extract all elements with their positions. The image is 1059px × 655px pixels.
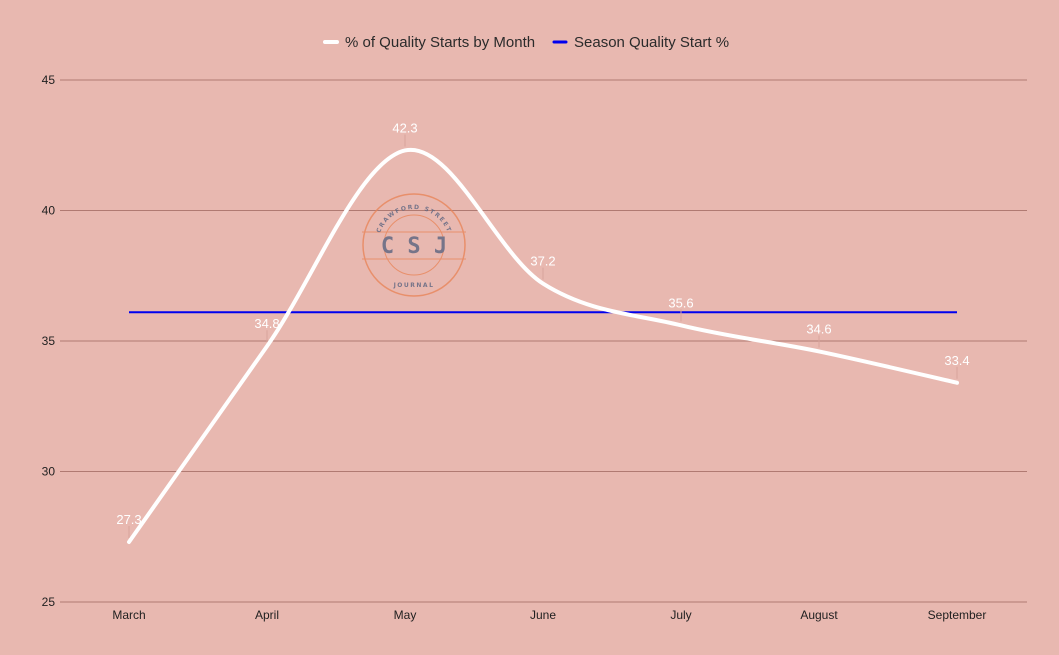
y-tick-label-40: 40 <box>42 204 56 218</box>
data-label-june: 37.2 <box>530 254 555 269</box>
watermark-initials: C S J <box>381 234 447 259</box>
legend-label-monthly: % of Quality Starts by Month <box>345 34 535 51</box>
legend: % of Quality Starts by Month Season Qual… <box>323 34 729 51</box>
legend-item-monthly[interactable]: % of Quality Starts by Month <box>323 34 535 51</box>
x-tick-label-april: April <box>255 608 279 622</box>
data-label-may: 42.3 <box>392 120 417 135</box>
x-tick-label-may: May <box>394 608 417 622</box>
csj-watermark-logo: CRAWFORD STREET C S J JOURNAL <box>362 193 466 297</box>
data-label-march: 27.3 <box>116 512 141 527</box>
x-tick-label-july: July <box>670 608 691 622</box>
y-axis-ticks: 25 30 35 40 45 <box>42 73 56 609</box>
series-line-quality-starts-by-month <box>127 147 959 544</box>
y-tick-label-35: 35 <box>42 334 56 348</box>
gridlines <box>60 79 1027 603</box>
legend-item-season[interactable]: Season Quality Start % <box>552 34 729 51</box>
data-labels: 27.3 34.8 42.3 37.2 35.6 34.6 33.4 <box>116 120 970 538</box>
x-tick-label-march: March <box>112 608 145 622</box>
watermark-bottom-text: JOURNAL <box>393 282 435 289</box>
data-label-august: 34.6 <box>806 321 831 336</box>
y-tick-label-45: 45 <box>42 73 56 87</box>
data-label-september: 33.4 <box>944 353 969 368</box>
x-tick-label-august: August <box>800 608 838 622</box>
data-label-april: 34.8 <box>254 316 279 331</box>
data-label-july: 35.6 <box>668 295 693 310</box>
watermark-top-text: CRAWFORD STREET <box>375 204 452 234</box>
y-tick-label-30: 30 <box>42 465 56 479</box>
legend-label-season: Season Quality Start % <box>574 34 729 51</box>
x-tick-label-june: June <box>530 608 556 622</box>
y-tick-label-25: 25 <box>42 595 56 609</box>
x-axis-ticks: March April May June July August September <box>112 608 986 622</box>
series-lines <box>127 147 959 544</box>
x-tick-label-september: September <box>928 608 987 622</box>
